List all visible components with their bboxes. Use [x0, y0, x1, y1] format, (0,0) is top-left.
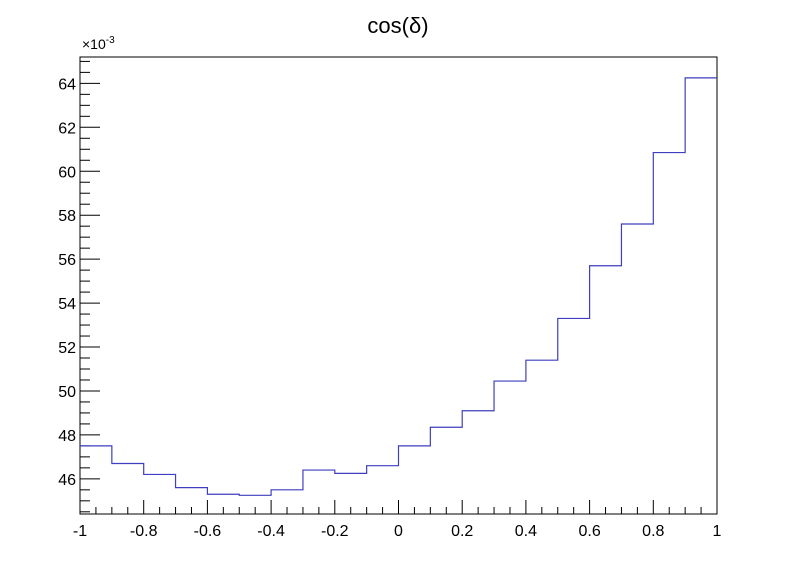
y-tick-label: 64: [58, 76, 76, 93]
x-tick-label: -1: [73, 523, 87, 540]
y-tick-label: 46: [58, 472, 76, 489]
x-tick-label: -0.2: [321, 523, 349, 540]
axis-ticks: [79, 60, 718, 514]
y-tick-label: 58: [58, 208, 76, 225]
y-tick-label: 60: [58, 164, 76, 181]
y-tick-label: 56: [58, 252, 76, 269]
y-tick-label: 48: [58, 428, 76, 445]
x-tick-label: 1: [713, 523, 722, 540]
y-tick-label: 52: [58, 340, 76, 357]
chart-title: cos(δ): [367, 13, 428, 38]
x-tick-label: 0.2: [451, 523, 473, 540]
y-tick-label: 62: [58, 120, 76, 137]
axis-tick-labels: -1 -0.8 -0.6 -0.4 -0.2 0 0.2 0.4 0.6 0.8 1 46 48 50 52…: [58, 76, 721, 540]
y-multiplier-base: ×10: [82, 36, 106, 52]
histogram-line: [80, 77, 717, 496]
x-tick-label: -0.4: [257, 523, 285, 540]
x-tick-label: 0: [394, 523, 403, 540]
x-tick-label: -0.8: [130, 523, 158, 540]
x-tick-label: 0.8: [642, 523, 664, 540]
y-axis-multiplier: ×10-3: [82, 35, 115, 52]
y-tick-label: 50: [58, 384, 76, 401]
y-multiplier-exponent: -3: [106, 35, 115, 46]
x-tick-label: 0.4: [515, 523, 537, 540]
y-tick-label: 54: [58, 296, 76, 313]
x-tick-label: -0.6: [194, 523, 222, 540]
x-tick-label: 0.6: [578, 523, 600, 540]
